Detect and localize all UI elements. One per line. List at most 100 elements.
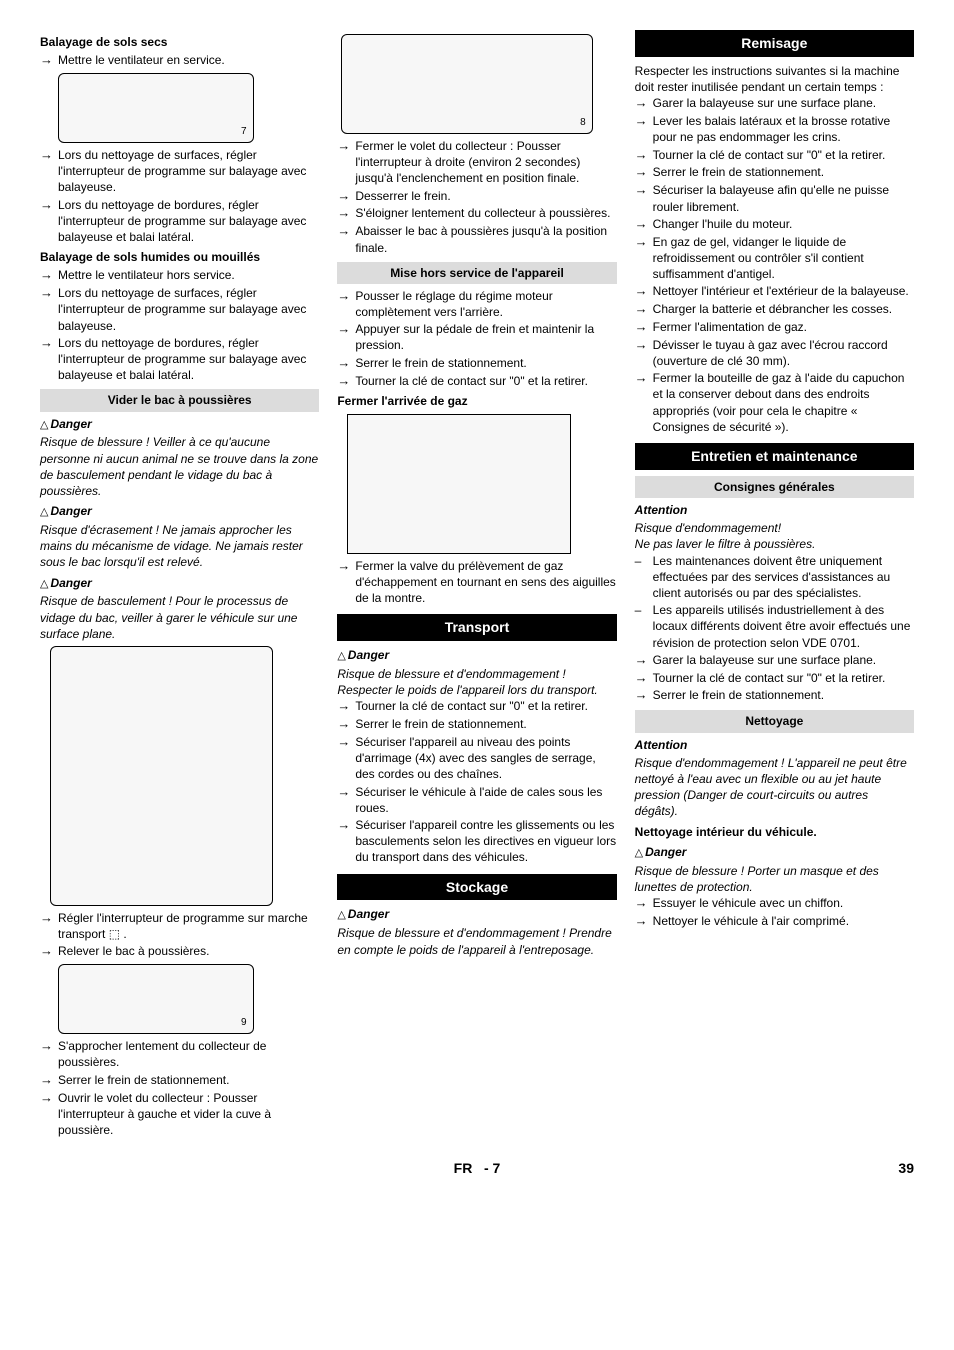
arrow-icon: → [337,716,355,733]
arrow-icon: → [40,147,58,164]
arrow-icon: → [40,910,58,927]
arrow-icon: → [635,234,653,251]
section-heading: Entretien et maintenance [635,443,914,470]
arrow-icon: → [337,558,355,575]
footer-abs-page: 39 [623,1159,914,1178]
arrow-icon: → [635,370,653,387]
list-item: →Lever les balais latéraux et la brosse … [635,113,914,145]
list-item: →Tourner la clé de contact sur "0" et la… [635,670,914,687]
list-item: →Dévisser le tuyau à gaz avec l'écrou ra… [635,337,914,369]
list-item: →Serrer le frein de stationnement. [40,1072,319,1089]
figure-machine [50,646,273,906]
arrow-icon: → [337,373,355,390]
list-item: →Mettre le ventilateur hors service. [40,267,319,284]
arrow-icon: → [635,652,653,669]
section-heading: Transport [337,614,616,641]
arrow-icon: → [635,895,653,912]
heading: Balayage de sols secs [40,34,319,50]
danger-text: Risque d'écrasement ! Ne jamais approche… [40,522,319,571]
danger-label: △Danger [337,647,616,664]
arrow-icon: → [337,321,355,338]
arrow-icon: → [635,95,653,112]
figure-gas-valve [347,414,570,554]
sub-heading: Mise hors service de l'appareil [337,262,616,284]
list-item: →Lors du nettoyage de surfaces, régler l… [40,285,319,334]
arrow-icon: → [40,943,58,960]
section-heading: Remisage [635,30,914,57]
list-item: →Pousser le réglage du régime moteur com… [337,288,616,320]
arrow-icon: → [337,355,355,372]
danger-label: △Danger [337,906,616,923]
danger-text: Risque de basculement ! Pour le processu… [40,593,319,642]
danger-label: △Danger [40,503,319,520]
arrow-icon: → [40,285,58,302]
attention-label: Attention [635,737,914,753]
list-item: →Sécuriser l'appareil au niveau des poin… [337,734,616,783]
danger-label: △Danger [40,575,319,592]
arrow-icon: → [635,283,653,300]
page-footer: FR - 7 39 [40,1159,914,1178]
danger-label: △Danger [635,844,914,861]
arrow-icon: → [40,1072,58,1089]
list-item: →Fermer l'alimentation de gaz. [635,319,914,336]
arrow-icon: → [337,205,355,222]
attention-text: Ne pas laver le filtre à poussières. [635,536,914,552]
danger-text: Risque de blessure ! Veiller à ce qu'auc… [40,434,319,499]
danger-text: Risque de blessure et d'endommagement ! … [337,666,616,698]
list-item: →Fermer le volet du collecteur : Pousser… [337,138,616,187]
arrow-icon: → [337,784,355,801]
sub-heading: Nettoyage [635,710,914,732]
arrow-icon: → [40,1090,58,1107]
section-heading: Stockage [337,874,616,901]
list-item: →Fermer la valve du prélèvement de gaz d… [337,558,616,607]
arrow-icon: → [635,113,653,130]
list-item: →Nettoyer le véhicule à l'air comprimé. [635,913,914,930]
warning-icon: △ [40,578,48,590]
list-item: →Tourner la clé de contact sur "0" et la… [337,698,616,715]
danger-text: Risque de blessure et d'endommagement ! … [337,925,616,957]
arrow-icon: → [635,147,653,164]
figure-panel: 9 [58,964,254,1034]
attention-label: Attention [635,502,914,518]
list-item: →Garer la balayeuse sur une surface plan… [635,652,914,669]
list-item: →Sécuriser la balayeuse afin qu'elle ne … [635,182,914,214]
arrow-icon: → [337,288,355,305]
attention-text: Risque d'endommagement! [635,520,914,536]
arrow-icon: → [635,687,653,704]
list-item: →Lors du nettoyage de surfaces, régler l… [40,147,319,196]
arrow-icon: → [635,319,653,336]
figure-panel: 8 [341,34,592,134]
arrow-icon: → [635,301,653,318]
attention-text: Risque d'endommagement ! L'appareil ne p… [635,755,914,820]
arrow-icon: → [40,267,58,284]
heading: Fermer l'arrivée de gaz [337,393,616,409]
arrow-icon: → [635,182,653,199]
dash-icon: – [635,553,653,569]
list-item: →Serrer le frein de stationnement. [635,687,914,704]
warning-icon: △ [40,419,48,431]
paragraph: Respecter les instructions suivantes si … [635,63,914,95]
arrow-icon: → [635,670,653,687]
warning-icon: △ [635,847,643,859]
footer-sep: - [484,1160,489,1176]
arrow-icon: → [40,197,58,214]
list-item: →Garer la balayeuse sur une surface plan… [635,95,914,112]
arrow-icon: → [337,138,355,155]
list-item: →Régler l'interrupteur de programme sur … [40,910,319,942]
dash-icon: – [635,602,653,618]
arrow-icon: → [635,164,653,181]
arrow-icon: → [337,734,355,751]
list-item: →Sécuriser l'appareil contre les glissem… [337,817,616,866]
warning-icon: △ [337,909,345,921]
sub-heading: Vider le bac à poussières [40,389,319,411]
arrow-icon: → [337,698,355,715]
list-item: –Les appareils utilisés industriellement… [635,602,914,651]
list-item: →Tourner la clé de contact sur "0" et la… [337,373,616,390]
arrow-icon: → [635,337,653,354]
list-item: –Les maintenances doivent être uniquemen… [635,553,914,602]
list-item: →S'éloigner lentement du collecteur à po… [337,205,616,222]
list-item: →Lors du nettoyage de bordures, régler l… [40,335,319,384]
footer-page: 7 [493,1160,501,1176]
arrow-icon: → [635,913,653,930]
arrow-icon: → [635,216,653,233]
